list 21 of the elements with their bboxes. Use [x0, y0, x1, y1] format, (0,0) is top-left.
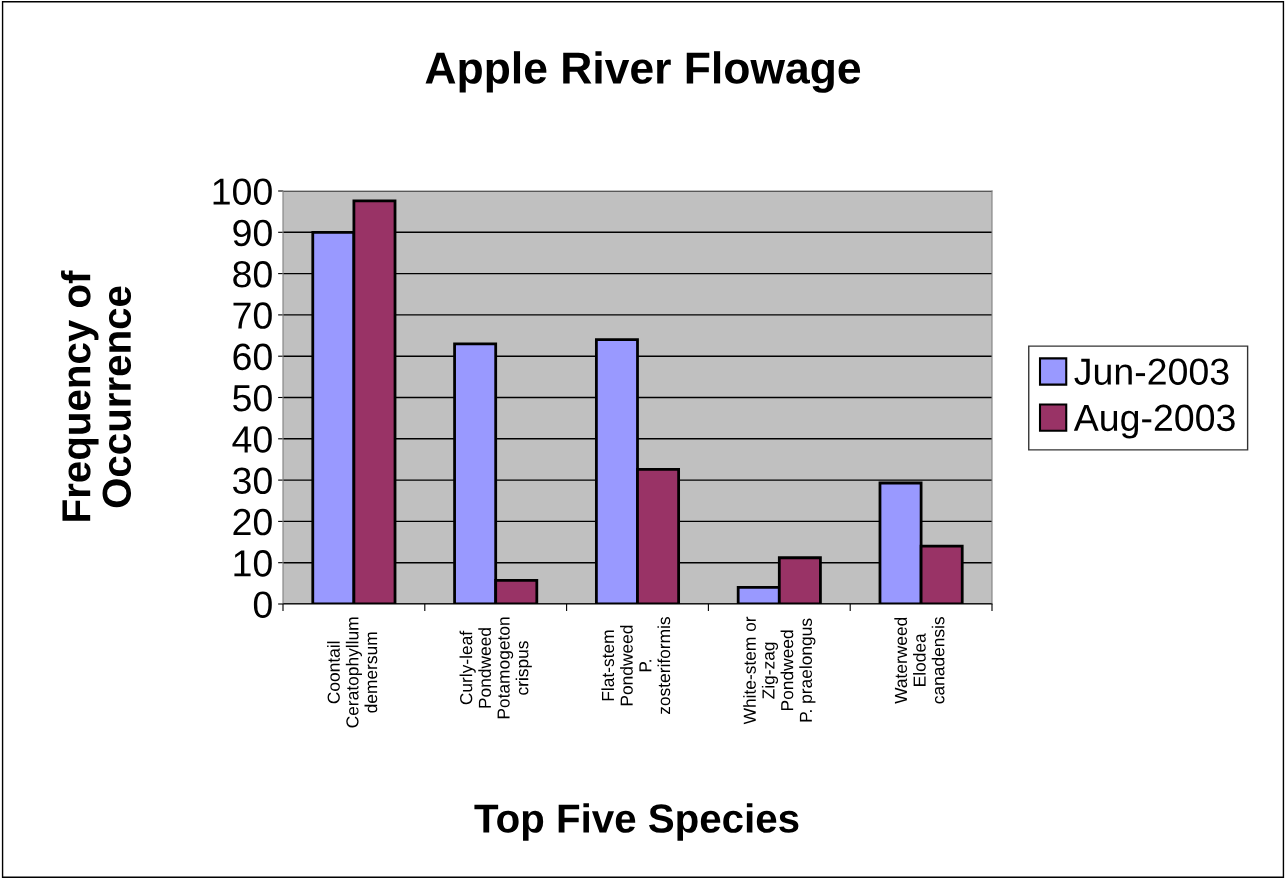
y-axis-title: Frequency of Occurrence	[60, 270, 132, 521]
y-tick-label: 10	[234, 550, 272, 577]
y-tick-label: 80	[233, 261, 272, 288]
x-tick-label: White-stem or Zig-zag Pondweed P. praelongus	[743, 616, 816, 725]
x-axis-title: Top Five Species	[474, 803, 799, 841]
y-tick-label: 100	[213, 178, 272, 205]
y-tick-label: 40	[232, 426, 272, 453]
legend-label: Jun-2003	[1074, 358, 1229, 385]
x-tick-label: Flat-stem Pondweed P. zosteriformis	[601, 617, 671, 715]
chart-title: Apple River Flowage	[425, 51, 861, 93]
x-tick-label: Waterweed Elodea canadensis	[894, 617, 945, 704]
y-tick-label: 70	[233, 302, 272, 329]
y-tick-label: 90	[233, 219, 272, 247]
y-tick-label: 20	[233, 508, 272, 536]
y-tick-label: 60	[233, 343, 272, 371]
x-tick-label: Coontail Ceratophyllum demersum	[327, 617, 378, 728]
y-tick-label: 0	[253, 591, 272, 618]
y-tick-label: 30	[233, 467, 272, 495]
y-tick-label: 50	[233, 384, 272, 412]
legend-label: Aug-2003	[1073, 404, 1235, 439]
x-tick-label: Curly-leaf Pondweed Potamogeton crispus	[459, 617, 532, 719]
